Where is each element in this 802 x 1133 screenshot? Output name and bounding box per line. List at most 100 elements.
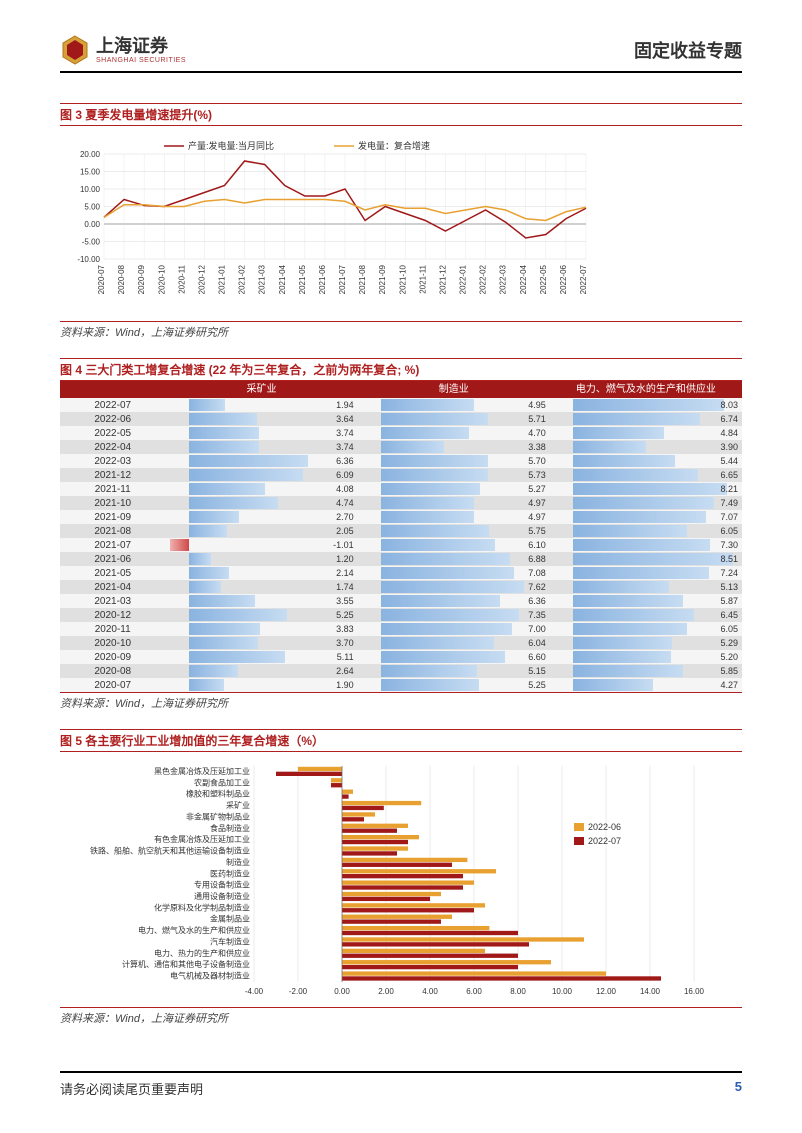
table-row: 2021-061.206.888.51: [60, 552, 742, 566]
fig4-table: 采矿业制造业电力、燃气及水的生产和供应业2022-071.944.958.032…: [60, 381, 742, 692]
line-chart: -10.00 -5.00 0.00 5.00 10.00 15.00 20.00 2020-0…: [64, 134, 594, 314]
footer-disclaimer: 请务必阅读尾页重要声明: [60, 1079, 203, 1098]
fig5-title: 图 5 各主要行业工业增加值的三年复合增速（%）: [60, 729, 742, 752]
fig4-source: 资料来源：Wind，上海证券研究所: [60, 692, 742, 711]
svg-text:专用设备制造业: 专用设备制造业: [194, 880, 250, 890]
svg-text:4.00: 4.00: [422, 987, 438, 996]
table-row: 2020-125.257.356.45: [60, 608, 742, 622]
svg-text:2021-05: 2021-05: [298, 264, 307, 294]
fig3-chart: -10.00 -5.00 0.00 5.00 10.00 15.00 20.00 2020-0…: [60, 126, 742, 321]
svg-text:2022-04: 2022-04: [519, 264, 528, 294]
svg-text:2020-08: 2020-08: [117, 264, 126, 294]
svg-text:2021-09: 2021-09: [378, 264, 387, 294]
svg-text:2022-06: 2022-06: [559, 264, 568, 294]
svg-text:2022-03: 2022-03: [499, 264, 508, 294]
svg-text:食品制造业: 食品制造业: [210, 823, 250, 833]
svg-text:采矿业: 采矿业: [226, 800, 250, 810]
svg-text:-5.00: -5.00: [82, 238, 101, 247]
svg-text:产量:发电量:当月同比: 产量:发电量:当月同比: [188, 140, 274, 151]
table-row: 2021-052.147.087.24: [60, 566, 742, 580]
svg-text:2.00: 2.00: [378, 987, 394, 996]
svg-text:化学原料及化学制品制造业: 化学原料及化学制品制造业: [154, 902, 250, 912]
table-row: 2020-103.706.045.29: [60, 636, 742, 650]
horizontal-bar-chart: -4.00 -2.00 0.00 2.00 4.00 6.00 8.00 10.00 12.00…: [64, 760, 704, 1000]
svg-text:2021-01: 2021-01: [218, 264, 227, 294]
svg-text:2022-06: 2022-06: [588, 822, 621, 832]
table-row: 2021-07-1.016.107.30: [60, 538, 742, 552]
page-footer: 请务必阅读尾页重要声明 5: [60, 1071, 742, 1098]
svg-text:通用设备制造业: 通用设备制造业: [194, 891, 250, 901]
svg-text:金属制品业: 金属制品业: [210, 914, 250, 924]
svg-text:2022-07: 2022-07: [579, 264, 588, 294]
table-row: 2021-126.095.736.65: [60, 468, 742, 482]
fig5-source: 资料来源：Wind，上海证券研究所: [60, 1007, 742, 1026]
svg-text:0.00: 0.00: [334, 987, 350, 996]
svg-text:2020-07: 2020-07: [97, 264, 106, 294]
svg-text:2020-09: 2020-09: [137, 264, 146, 294]
table-row: 2020-095.116.605.20: [60, 650, 742, 664]
document-title: 固定收益专题: [634, 37, 742, 63]
logo-icon: [60, 35, 90, 65]
svg-text:2021-11: 2021-11: [418, 264, 427, 293]
svg-text:铁路、船舶、航空航天和其他运输设备制造业: 铁路、船舶、航空航天和其他运输设备制造业: [90, 846, 250, 856]
table-row: 2022-036.365.705.44: [60, 454, 742, 468]
svg-text:2021-06: 2021-06: [318, 264, 327, 294]
svg-text:2020-11: 2020-11: [177, 264, 186, 293]
fig4-title: 图 4 三大门类工增复合增速 (22 年为三年复合，之前为两年复合; %): [60, 358, 742, 381]
compound-growth-table: 采矿业制造业电力、燃气及水的生产和供应业2022-071.944.958.032…: [60, 381, 742, 692]
svg-text:电力、热力的生产和供应业: 电力、热力的生产和供应业: [154, 948, 250, 958]
fig5-chart: -4.00 -2.00 0.00 2.00 4.00 6.00 8.00 10.00 12.00…: [60, 752, 742, 1007]
svg-text:电力、燃气及水的生产和供应业: 电力、燃气及水的生产和供应业: [138, 925, 250, 935]
svg-text:汽车制造业: 汽车制造业: [210, 936, 250, 946]
table-row: 2022-043.743.383.90: [60, 440, 742, 454]
svg-text:计算机、通信和其他电子设备制造业: 计算机、通信和其他电子设备制造业: [122, 959, 250, 969]
svg-text:2022-02: 2022-02: [479, 264, 488, 294]
svg-text:橡胶和塑料制品业: 橡胶和塑料制品业: [186, 789, 250, 799]
svg-text:2020-10: 2020-10: [157, 264, 166, 294]
svg-text:2021-10: 2021-10: [398, 264, 407, 294]
svg-text:20.00: 20.00: [80, 150, 101, 159]
svg-text:2021-07: 2021-07: [338, 264, 347, 294]
page-header: 上海证券 SHANGHAI SECURITIES 固定收益专题: [60, 35, 742, 65]
svg-text:-4.00: -4.00: [245, 987, 264, 996]
table-row: 2021-033.556.365.87: [60, 594, 742, 608]
svg-text:2022-05: 2022-05: [539, 264, 548, 294]
svg-text:5.00: 5.00: [84, 203, 100, 212]
table-row: 2021-092.704.977.07: [60, 510, 742, 524]
svg-text:0.00: 0.00: [84, 220, 100, 229]
table-row: 2021-104.744.977.49: [60, 496, 742, 510]
svg-text:黑色金属冶炼及压延加工业: 黑色金属冶炼及压延加工业: [154, 766, 250, 776]
table-row: 2020-071.905.254.27: [60, 678, 742, 692]
svg-text:14.00: 14.00: [640, 987, 661, 996]
svg-text:12.00: 12.00: [596, 987, 617, 996]
svg-text:电气机械及器材制造业: 电气机械及器材制造业: [170, 971, 250, 981]
table-row: 2021-041.747.625.13: [60, 580, 742, 594]
table-row: 2022-071.944.958.03: [60, 398, 742, 412]
svg-text:2020-12: 2020-12: [197, 264, 206, 294]
brand-name-cn: 上海证券: [96, 37, 186, 55]
table-row: 2021-082.055.756.05: [60, 524, 742, 538]
svg-text:8.00: 8.00: [510, 987, 526, 996]
svg-text:有色金属冶炼及压延加工业: 有色金属冶炼及压延加工业: [154, 834, 250, 844]
svg-text:-10.00: -10.00: [77, 255, 100, 264]
svg-text:15.00: 15.00: [80, 168, 101, 177]
svg-text:非金属矿物制品业: 非金属矿物制品业: [186, 811, 250, 821]
fig3-source: 资料来源：Wind，上海证券研究所: [60, 321, 742, 340]
svg-text:2021-12: 2021-12: [438, 264, 447, 294]
table-row: 2022-053.744.704.84: [60, 426, 742, 440]
brand-name-en: SHANGHAI SECURITIES: [96, 57, 186, 64]
svg-text:2021-02: 2021-02: [238, 264, 247, 294]
svg-text:农副食品加工业: 农副食品加工业: [194, 777, 250, 787]
svg-text:10.00: 10.00: [552, 987, 573, 996]
page-number: 5: [735, 1079, 742, 1098]
header-rule: [60, 71, 742, 73]
svg-text:6.00: 6.00: [466, 987, 482, 996]
svg-text:2021-08: 2021-08: [358, 264, 367, 294]
table-row: 2021-114.085.278.21: [60, 482, 742, 496]
svg-text:16.00: 16.00: [684, 987, 704, 996]
svg-text:2022-01: 2022-01: [459, 264, 468, 294]
table-row: 2022-063.645.716.74: [60, 412, 742, 426]
svg-text:-2.00: -2.00: [289, 987, 308, 996]
svg-text:医药制造业: 医药制造业: [210, 868, 250, 878]
svg-text:10.00: 10.00: [80, 185, 101, 194]
